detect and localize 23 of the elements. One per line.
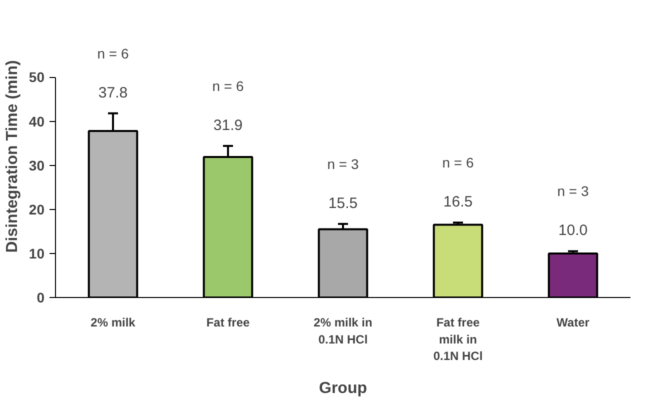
data-label: 31.9	[213, 116, 243, 134]
text: n = 6	[97, 45, 129, 62]
y-tick-label: 40	[28, 113, 45, 130]
x-tick-label: Fat free	[206, 316, 250, 330]
x-tick-label: 2% milk in 0.1N HCl	[314, 316, 372, 346]
y-tick-label: 20	[28, 201, 45, 218]
x-axis-title: Group	[319, 380, 368, 398]
data-label: 37.8	[98, 84, 128, 102]
y-tick-label: 10	[28, 245, 45, 262]
x-tick-label: 2% milk	[90, 316, 136, 330]
annotation: n = 3	[327, 156, 359, 172]
y-tick-label: 50	[28, 69, 45, 86]
y-tick-label: 0	[36, 290, 45, 306]
x-tick-label: Fat free milk in 0.1N HCl	[433, 316, 483, 364]
y-tick-label: 30	[28, 157, 45, 174]
annotation: n = 3	[557, 183, 589, 200]
annotation: n = 6	[442, 154, 474, 171]
data-label: 16.5	[443, 194, 473, 211]
y-axis-title: Disintegration Time (min)	[4, 60, 21, 253]
data-label: 15.5	[328, 194, 358, 212]
data-label: 10.0	[558, 222, 588, 240]
x-tick-label: Water	[556, 316, 590, 330]
annotation: n = 6	[212, 78, 244, 94]
